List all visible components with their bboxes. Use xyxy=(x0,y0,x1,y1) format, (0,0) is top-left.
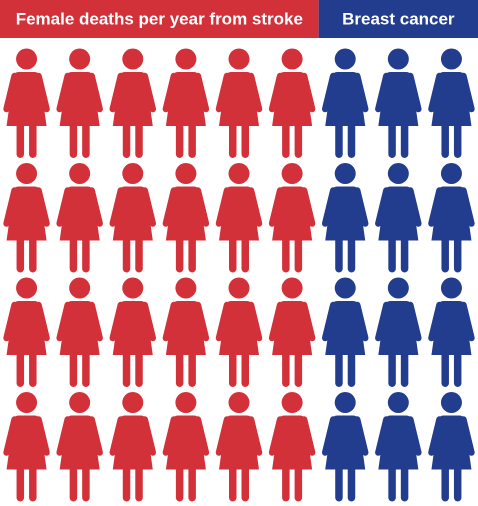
figure-icon xyxy=(215,163,263,273)
figure-icon xyxy=(321,163,369,273)
figure-icon xyxy=(215,277,263,387)
header-band xyxy=(0,0,319,38)
figure-icon xyxy=(428,392,475,502)
figure-icon xyxy=(162,48,210,158)
header-label: Female deaths per year from stroke xyxy=(16,9,303,28)
figure-icon xyxy=(3,163,50,273)
figure-icon xyxy=(268,48,316,158)
figure-icon xyxy=(428,48,475,158)
figure-icon xyxy=(162,163,210,273)
figure-icon xyxy=(428,277,475,387)
figure-icon xyxy=(3,48,50,158)
figure-icon xyxy=(109,392,157,502)
figure-icon xyxy=(109,163,157,273)
figure-icon xyxy=(215,392,263,502)
figure-icon xyxy=(56,277,103,387)
figure-icon xyxy=(268,163,316,273)
figure-icon xyxy=(375,163,422,273)
figure-icon xyxy=(215,48,263,158)
figure-icon xyxy=(268,392,316,502)
figure-icon xyxy=(162,277,210,387)
figure-icon xyxy=(3,392,50,502)
figure-icon xyxy=(162,392,210,502)
figure-icon xyxy=(56,392,103,502)
figure-icon xyxy=(321,277,369,387)
figure-icon xyxy=(56,48,103,158)
figure-icon xyxy=(375,277,422,387)
figure-icon xyxy=(109,277,157,387)
figure-icon xyxy=(56,163,103,273)
figure-icon xyxy=(375,48,422,158)
figure-icon xyxy=(321,48,369,158)
figure-icon xyxy=(268,277,316,387)
figure-icon xyxy=(321,392,369,502)
figure-icon xyxy=(375,392,422,502)
figure-icon xyxy=(428,163,475,273)
figure-icon xyxy=(109,48,157,158)
figure-icon xyxy=(3,277,50,387)
header-band xyxy=(318,0,478,38)
header-label: Breast cancer xyxy=(342,9,455,28)
